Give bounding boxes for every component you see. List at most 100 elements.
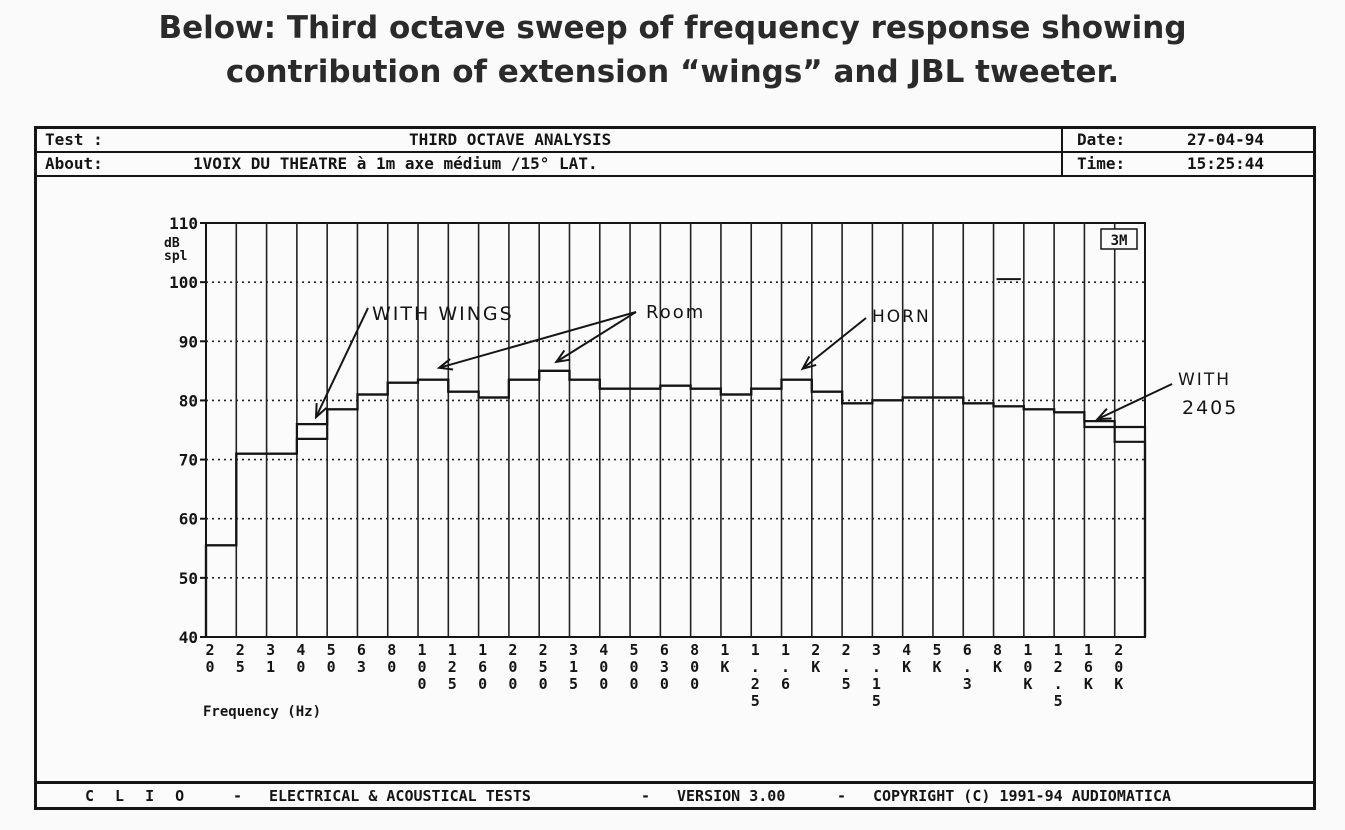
x-tick-label: 0 xyxy=(599,658,608,676)
x-tick-label: 0 xyxy=(508,675,517,693)
x-tick-label: 6 xyxy=(963,641,972,659)
x-tick-label: 0 xyxy=(1023,658,1032,676)
response-trace-2 xyxy=(204,369,1147,637)
footer-app-name: C L I O xyxy=(85,787,191,805)
x-tick-label: 6 xyxy=(781,675,790,693)
y-tick-label: 100 xyxy=(169,273,198,292)
x-tick-label: 1 xyxy=(751,641,760,659)
y-tick-label: 80 xyxy=(179,391,198,410)
x-tick-label: 2 xyxy=(751,675,760,693)
x-tick-label: K xyxy=(902,658,911,676)
plot-frame xyxy=(205,222,1146,638)
caption-line-1: Below: Third octave sweep of frequency r… xyxy=(158,10,1187,46)
x-tick-label: 0 xyxy=(1114,658,1123,676)
x-tick-label: 0 xyxy=(630,675,639,693)
x-tick-label: 0 xyxy=(539,675,548,693)
x-tick-label: 5 xyxy=(872,692,881,710)
x-tick-label: K xyxy=(1114,675,1123,693)
x-tick-label: 0 xyxy=(418,658,427,676)
y-tick-label: 110 xyxy=(169,214,198,233)
x-tick-label: 6 xyxy=(1084,658,1093,676)
marker-box-label: 3M xyxy=(1111,233,1128,249)
x-tick-label: 6 xyxy=(357,641,366,659)
x-tick-label: 2 xyxy=(236,641,245,659)
x-tick-label: 3 xyxy=(266,641,275,659)
x-axis-label: Frequency (Hz) xyxy=(203,704,321,720)
arrow-with-wings xyxy=(315,307,369,418)
x-tick-label: 5 xyxy=(569,675,578,693)
x-tick-label: K xyxy=(1023,675,1032,693)
y-tick-label: 70 xyxy=(179,451,198,470)
x-tick-label: 0 xyxy=(630,658,639,676)
x-tick-label: 5 xyxy=(539,658,548,676)
arrow-room-2 xyxy=(555,311,637,363)
x-tick-label: 5 xyxy=(1054,692,1063,710)
x-tick-label: 5 xyxy=(448,675,457,693)
x-tick-label: 0 xyxy=(690,658,699,676)
x-tick-label: . xyxy=(751,658,760,676)
x-tick-label: . xyxy=(963,658,972,676)
time-label: Time: xyxy=(1077,154,1126,173)
x-tick-label: K xyxy=(720,658,729,676)
x-tick-label: 2 xyxy=(1054,658,1063,676)
arrow-with-wings-head xyxy=(314,403,328,420)
x-tick-label: 4 xyxy=(902,641,911,659)
x-tick-label: 8 xyxy=(387,641,396,659)
arrow-room-2-head xyxy=(554,349,571,364)
test-label: Test : xyxy=(45,130,103,149)
x-tick-label: 1 xyxy=(1023,641,1032,659)
x-tick-label: 2 xyxy=(539,641,548,659)
x-tick-label: 2 xyxy=(448,658,457,676)
x-tick-label: K xyxy=(932,658,941,676)
arrow-horn-head xyxy=(800,355,817,371)
x-tick-label: 1 xyxy=(720,641,729,659)
x-tick-label: 5 xyxy=(630,641,639,659)
annotation-room: Room xyxy=(646,302,705,323)
x-tick-label: 2 xyxy=(1114,641,1123,659)
x-tick-label: 0 xyxy=(205,658,214,676)
x-tick-label: 0 xyxy=(690,675,699,693)
x-tick-label: 1 xyxy=(478,641,487,659)
x-tick-label: 0 xyxy=(599,675,608,693)
header-row-test: Test : THIRD OCTAVE ANALYSIS Date: 27-04… xyxy=(37,129,1313,153)
x-tick-label: 5 xyxy=(842,675,851,693)
footer-dash-1: - xyxy=(233,787,243,805)
y-tick-label: 90 xyxy=(179,332,198,351)
x-tick-label: 5 xyxy=(932,641,941,659)
clio-screen: Test : THIRD OCTAVE ANALYSIS Date: 27-04… xyxy=(34,126,1316,810)
time-value: 15:25:44 xyxy=(1187,154,1265,173)
arrow-with-2405-head xyxy=(1095,408,1112,421)
x-tick-label: 0 xyxy=(660,675,669,693)
x-tick-label: 1 xyxy=(872,675,881,693)
x-tick-label: 4 xyxy=(296,641,305,659)
x-tick-label: 3 xyxy=(569,641,578,659)
arrow-room-1 xyxy=(438,311,637,369)
caption-line-2: contribution of extension “wings” and JB… xyxy=(225,54,1120,90)
y-axis-label: spl xyxy=(164,249,187,264)
x-tick-label: 0 xyxy=(508,658,517,676)
x-tick-label: 2 xyxy=(842,641,851,659)
x-tick-label: . xyxy=(842,658,851,676)
x-tick-label: . xyxy=(1054,675,1063,693)
x-tick-label: 1 xyxy=(569,658,578,676)
x-tick-label: 3 xyxy=(872,641,881,659)
x-tick-label: 8 xyxy=(993,641,1002,659)
arrow-room-1-head xyxy=(436,358,454,371)
x-tick-label: 1 xyxy=(448,641,457,659)
annotation-with-wings: WITH WINGS xyxy=(372,303,514,325)
x-tick-label: 1 xyxy=(1054,641,1063,659)
x-tick-label: 0 xyxy=(418,675,427,693)
analysis-title: THIRD OCTAVE ANALYSIS xyxy=(409,130,612,149)
footer-version: VERSION 3.00 xyxy=(677,787,786,805)
x-tick-label: 5 xyxy=(751,692,760,710)
x-tick-label: K xyxy=(993,658,1002,676)
footer-bar: C L I O - ELECTRICAL & ACOUSTICAL TESTS … xyxy=(37,781,1313,807)
x-tick-label: 6 xyxy=(478,658,487,676)
x-tick-label: 5 xyxy=(327,641,336,659)
annotation-horn: HORN xyxy=(872,307,931,327)
x-tick-label: 8 xyxy=(690,641,699,659)
footer-dash-3: - xyxy=(837,787,847,805)
footer-copyright: COPYRIGHT (C) 1991-94 AUDIOMATICA xyxy=(873,787,1172,805)
date-value: 27-04-94 xyxy=(1187,130,1265,149)
